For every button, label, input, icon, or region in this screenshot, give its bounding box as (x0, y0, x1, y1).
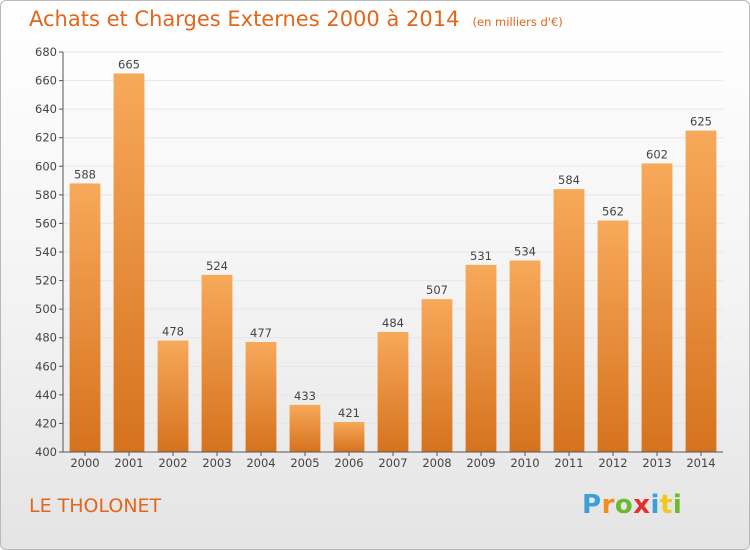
x-tick-label: 2007 (378, 456, 407, 470)
bar (685, 130, 717, 453)
bar-value-label: 433 (294, 389, 316, 403)
y-tick-label: 460 (35, 359, 57, 373)
bar (553, 189, 585, 452)
logo-letter: i (650, 490, 660, 520)
bar-value-label: 625 (690, 115, 712, 129)
bar (333, 422, 365, 452)
logo-letter: i (672, 490, 683, 520)
y-tick-label: 500 (35, 302, 57, 316)
bar (641, 163, 673, 452)
proxiti-logo: Proxiti (582, 490, 682, 520)
chart-subtitle: (en milliers d'€) (472, 15, 563, 29)
x-tick-label: 2001 (114, 456, 143, 470)
logo-letter: o (614, 490, 634, 520)
y-tick-label: 620 (35, 131, 57, 145)
y-tick-label: 560 (35, 216, 57, 230)
y-tick-label: 640 (35, 102, 57, 116)
y-tick-label: 600 (35, 159, 57, 173)
bar-value-label: 602 (646, 147, 668, 161)
y-tick-label: 420 (35, 416, 57, 430)
x-tick-label: 2010 (510, 456, 539, 470)
bar (157, 340, 189, 452)
label-layer: 400 420 440 460 480 500 520 540 560 580 600 620 640 6… (35, 45, 716, 470)
y-tick-label: 540 (35, 245, 57, 259)
bar-value-label: 588 (74, 167, 96, 181)
x-tick-label: 2009 (466, 456, 495, 470)
bar-value-label: 534 (514, 245, 536, 259)
bar-value-label: 584 (558, 173, 580, 187)
bar (113, 73, 145, 452)
x-tick-label: 2005 (290, 456, 319, 470)
logo-letter: r (601, 490, 615, 520)
bar (377, 332, 409, 452)
y-tick-label: 680 (35, 45, 57, 59)
x-tick-label: 2000 (70, 456, 99, 470)
logo-letter: x (633, 490, 651, 520)
bar (509, 260, 541, 452)
title-row: Achats et Charges Externes 2000 à 2014 (… (29, 7, 563, 31)
bar (597, 220, 629, 452)
y-tick-label: 480 (35, 331, 57, 345)
x-tick-label: 2008 (422, 456, 451, 470)
logo-letter: P (582, 490, 602, 520)
bar-value-label: 478 (162, 325, 184, 339)
y-tick-label: 660 (35, 74, 57, 88)
x-tick-label: 2014 (686, 456, 715, 470)
y-tick-label: 440 (35, 388, 57, 402)
x-tick-label: 2003 (202, 456, 231, 470)
bar-value-label: 531 (470, 249, 492, 263)
bar (421, 299, 453, 452)
y-tick-label: 580 (35, 188, 57, 202)
bar (69, 183, 101, 452)
bar (465, 264, 497, 452)
x-tick-label: 2004 (246, 456, 275, 470)
y-tick-label: 520 (35, 274, 57, 288)
commune-name: LE THOLONET (29, 495, 162, 517)
y-tick-label: 400 (35, 445, 57, 459)
chart-title: Achats et Charges Externes 2000 à 2014 (29, 7, 460, 31)
bar-value-label: 524 (206, 259, 228, 273)
x-tick-label: 2006 (334, 456, 363, 470)
x-tick-label: 2012 (598, 456, 627, 470)
bar (245, 342, 277, 452)
bar-layer (69, 73, 717, 453)
x-tick-label: 2013 (642, 456, 671, 470)
bar-value-label: 562 (602, 205, 624, 219)
x-tick-label: 2002 (158, 456, 187, 470)
bar-value-label: 484 (382, 316, 404, 330)
bar-value-label: 477 (250, 326, 272, 340)
bar-value-label: 665 (118, 57, 140, 71)
x-tick-label: 2011 (554, 456, 583, 470)
bar (289, 404, 321, 452)
bar-value-label: 421 (338, 406, 360, 420)
logo-letter: t (659, 490, 673, 520)
bar (201, 274, 233, 452)
bar-value-label: 507 (426, 283, 448, 297)
axis-layer (59, 51, 723, 456)
